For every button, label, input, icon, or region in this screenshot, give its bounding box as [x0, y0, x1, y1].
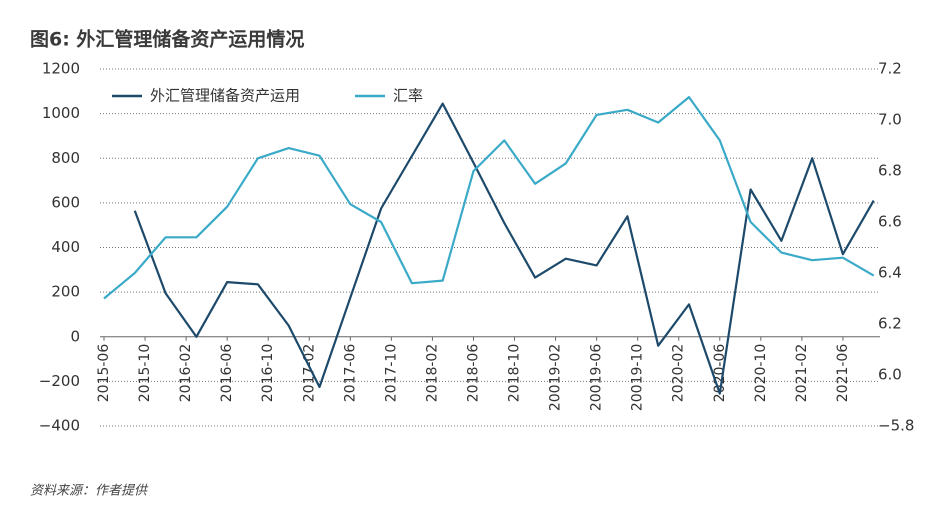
x-tick-label: 2016-10 — [260, 344, 276, 403]
x-tick-label: 2015-10 — [137, 344, 153, 403]
y-tick-label: −200 — [39, 372, 80, 390]
y-tick-label: 600 — [51, 193, 80, 211]
x-tick-label: 2021-02 — [794, 344, 810, 403]
y2-tick-label: 6.8 — [878, 162, 902, 180]
y-tick-label: 800 — [51, 149, 80, 167]
chart-title: 图6: 外汇管理储备资产运用情况 — [30, 28, 304, 51]
y2-tick-label: 6.2 — [878, 315, 902, 333]
x-tick-label: 2017-02 — [301, 344, 317, 403]
y-tick-label: 0 — [70, 327, 80, 345]
y2-tick-label: −5.8 — [878, 417, 914, 435]
x-tick-label: 2015-06 — [96, 344, 112, 403]
x-tick-label: 20019-06 — [589, 344, 605, 411]
series-line — [103, 96, 875, 300]
series-line — [133, 102, 875, 395]
legend-label: 汇率 — [393, 87, 423, 105]
x-tick-label: 20019-02 — [548, 344, 564, 411]
y-tick-label: 1200 — [42, 60, 80, 78]
y2-tick-label: 7.2 — [878, 60, 902, 78]
x-tick-label: 20019-10 — [630, 344, 646, 411]
x-tick-label: 2020-06 — [712, 344, 728, 403]
x-tick-label: 2020-02 — [671, 344, 687, 403]
x-tick-label: 2018-10 — [507, 344, 523, 403]
y2-tick-label: 6.6 — [878, 213, 902, 231]
x-tick-label: 2020-10 — [753, 344, 769, 403]
legend-label: 外汇管理储备资产运用 — [150, 87, 300, 105]
x-tick-label: 2021-06 — [835, 344, 851, 403]
y2-tick-label: 7.0 — [878, 111, 902, 129]
x-tick-label: 2017-06 — [342, 344, 358, 403]
source-note: 资料来源：作者提供 — [30, 484, 149, 499]
x-tick-label: 2017-10 — [383, 344, 399, 403]
y-tick-label: 200 — [51, 283, 80, 301]
y-tick-label: −400 — [39, 417, 80, 435]
x-tick-label: 2016-06 — [219, 344, 235, 403]
y-tick-label: 400 — [51, 238, 80, 256]
y2-tick-label: 6.4 — [878, 264, 902, 282]
y2-tick-label: 6.0 — [878, 366, 902, 384]
y-tick-label: 1000 — [42, 104, 80, 122]
x-tick-label: 2016-02 — [178, 344, 194, 403]
x-tick-label: 2018-06 — [465, 344, 481, 403]
x-tick-label: 2018-02 — [424, 344, 440, 403]
